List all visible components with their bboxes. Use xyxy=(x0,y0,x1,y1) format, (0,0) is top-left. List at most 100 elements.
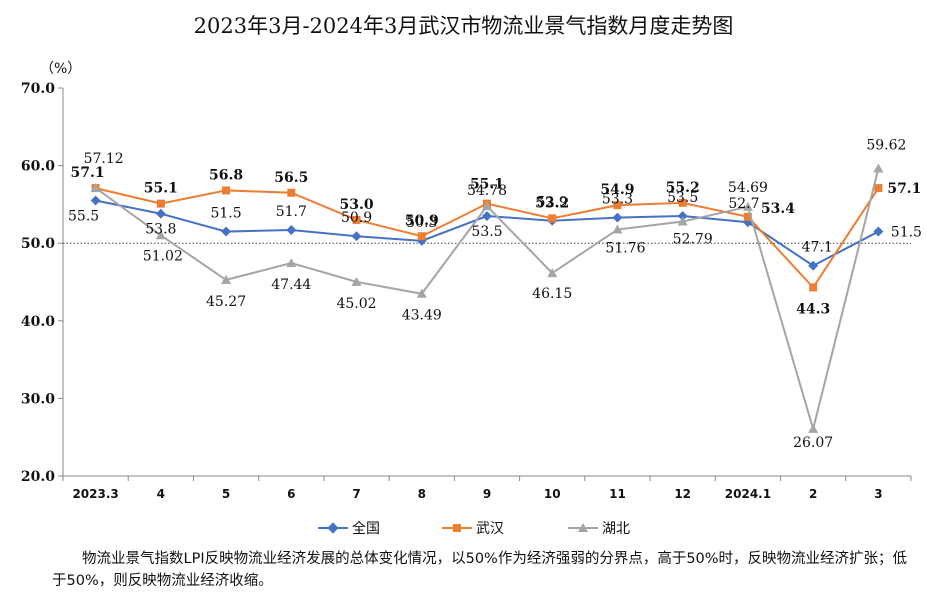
y-axis-unit: （%） xyxy=(40,61,81,77)
data-label-全国: 51.5 xyxy=(891,225,922,241)
x-tick-label: 3 xyxy=(874,487,882,501)
y-tick-label: 30.0 xyxy=(21,391,55,407)
data-point-national xyxy=(808,260,819,271)
data-point-national xyxy=(612,212,623,223)
data-label-全国: 53.5 xyxy=(667,190,698,206)
data-label-武汉: 55.2 xyxy=(666,180,700,196)
y-tick-label: 50.0 xyxy=(21,236,55,252)
data-point-wuhan xyxy=(743,212,752,221)
data-label-湖北: 59.62 xyxy=(866,138,906,154)
data-label-武汉: 50.9 xyxy=(405,213,439,229)
legend-marker-national xyxy=(318,522,348,534)
data-point-wuhan xyxy=(222,186,231,195)
legend-item-wuhan: 武汉 xyxy=(442,518,504,538)
data-point-wuhan xyxy=(874,184,883,193)
data-label-湖北: 54.69 xyxy=(728,180,768,196)
data-label-湖北: 51.76 xyxy=(605,241,645,257)
data-label-武汉: 53.4 xyxy=(761,201,795,217)
data-point-national xyxy=(90,195,101,206)
data-point-hubei xyxy=(351,276,362,286)
data-point-wuhan xyxy=(548,214,557,223)
x-tick-label: 10 xyxy=(544,487,561,501)
data-label-湖北: 51.02 xyxy=(143,248,183,264)
data-label-武汉: 55.1 xyxy=(470,177,504,193)
x-tick-label: 5 xyxy=(222,487,230,501)
chart-footnote: 物流业景气指数LPI反映物流业经济发展的总体变化情况，以50%作为经济强弱的分界… xyxy=(52,551,908,589)
data-point-hubei xyxy=(482,201,492,211)
data-label-湖北: 52.79 xyxy=(673,232,713,248)
x-tick-label: 7 xyxy=(352,487,360,501)
data-point-wuhan xyxy=(809,283,818,292)
data-point-national xyxy=(155,208,166,219)
data-label-武汉: 56.5 xyxy=(274,170,308,186)
legend-label-wuhan: 武汉 xyxy=(476,521,504,537)
data-label-湖北: 54.78 xyxy=(467,183,507,199)
x-tick-label: 8 xyxy=(418,487,426,501)
data-point-hubei xyxy=(221,274,232,284)
data-point-hubei xyxy=(155,230,166,240)
chart-axes: （%） 20.0 30.0 40.0 50.0 60.0 70.0 2023.3 4 5 6 7 8 9 1… xyxy=(21,61,912,501)
data-point-wuhan xyxy=(613,201,622,210)
data-label-湖北: 43.49 xyxy=(402,308,442,324)
data-point-hubei xyxy=(808,423,819,433)
data-point-hubei xyxy=(90,182,101,192)
x-tick-label: 4 xyxy=(157,487,165,501)
chart-data-labels: 55.553.851.5 51.7 50.9 50.353.552.9 53.3 53.5… xyxy=(68,138,922,451)
data-label-湖北: 45.27 xyxy=(206,294,246,310)
data-point-hubei xyxy=(677,216,688,226)
data-label-湖北: 45.02 xyxy=(336,296,376,312)
chart-series-lines xyxy=(90,163,884,433)
data-label-湖北: 47.44 xyxy=(271,277,311,293)
data-point-hubei xyxy=(547,268,558,278)
data-point-wuhan xyxy=(156,199,165,208)
data-point-national xyxy=(286,225,297,235)
y-tick-label: 40.0 xyxy=(21,314,55,330)
y-tick-label: 20.0 xyxy=(21,469,55,485)
legend-label-hubei: 湖北 xyxy=(602,521,630,537)
data-label-湖北: 26.07 xyxy=(793,435,833,451)
data-label-全国: 53.3 xyxy=(602,192,633,208)
data-point-wuhan xyxy=(417,232,426,241)
legend-marker-wuhan xyxy=(442,524,472,532)
data-point-national xyxy=(482,211,492,221)
data-point-national xyxy=(677,211,688,221)
data-point-national xyxy=(221,226,232,237)
legend-item-hubei: 湖北 xyxy=(568,518,630,538)
x-tick-label: 9 xyxy=(483,487,491,501)
data-label-全国: 52.7 xyxy=(728,196,759,212)
y-tick-label: 70.0 xyxy=(21,81,55,97)
data-label-全国: 55.5 xyxy=(68,209,99,225)
x-tick-label: 11 xyxy=(609,487,626,501)
data-label-全国: 50.9 xyxy=(341,210,372,226)
data-label-武汉: 56.8 xyxy=(209,167,243,183)
data-point-hubei xyxy=(742,201,753,211)
data-label-湖北: 57.12 xyxy=(84,151,124,167)
chart-title: 2023年3月-2024年3月武汉市物流业景气指数月度走势图 xyxy=(193,14,734,38)
data-label-全国: 53.8 xyxy=(145,222,176,238)
data-point-wuhan xyxy=(287,188,296,197)
y-tick-label: 60.0 xyxy=(21,159,55,175)
data-label-全国: 53.5 xyxy=(471,224,502,240)
data-label-全国: 51.7 xyxy=(276,204,307,220)
legend-item-national: 全国 xyxy=(318,518,380,538)
data-point-wuhan xyxy=(678,198,687,207)
data-label-武汉: 55.1 xyxy=(144,181,178,197)
x-tick-label: 2 xyxy=(809,487,817,501)
data-label-武汉: 53.0 xyxy=(339,197,373,213)
data-point-hubei xyxy=(286,258,297,268)
data-point-hubei xyxy=(416,288,427,298)
data-label-全国: 51.5 xyxy=(210,206,241,222)
x-tick-label: 12 xyxy=(674,487,691,501)
data-label-全国: 50.3 xyxy=(406,215,437,231)
data-label-湖北: 46.15 xyxy=(532,286,572,302)
data-point-hubei xyxy=(873,163,884,173)
data-point-wuhan xyxy=(352,215,361,224)
legend-label-national: 全国 xyxy=(352,521,380,537)
x-tick-label: 6 xyxy=(287,487,295,501)
data-point-national xyxy=(351,231,362,242)
data-label-武汉: 57.1 xyxy=(71,165,105,181)
legend-marker-hubei xyxy=(568,523,598,532)
data-label-武汉: 57.1 xyxy=(887,181,921,197)
x-tick-label: 2024.1 xyxy=(725,487,771,501)
